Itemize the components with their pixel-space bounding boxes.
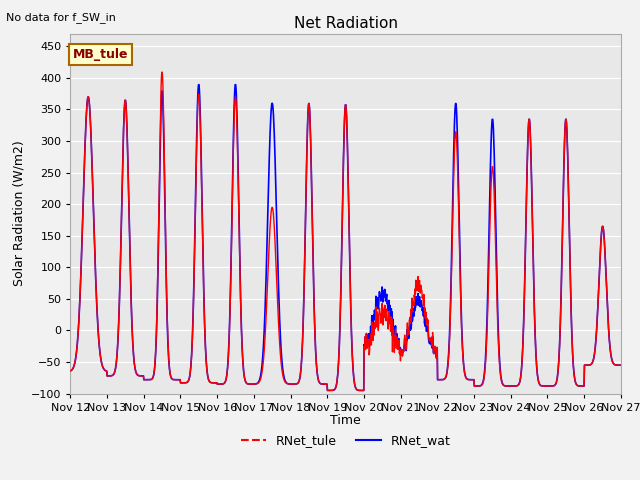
- Text: No data for f_SW_in: No data for f_SW_in: [6, 12, 116, 23]
- Title: Net Radiation: Net Radiation: [294, 16, 397, 31]
- Text: MB_tule: MB_tule: [73, 48, 129, 61]
- Legend: RNet_tule, RNet_wat: RNet_tule, RNet_wat: [236, 429, 456, 452]
- X-axis label: Time: Time: [330, 414, 361, 427]
- Y-axis label: Solar Radiation (W/m2): Solar Radiation (W/m2): [12, 141, 26, 287]
